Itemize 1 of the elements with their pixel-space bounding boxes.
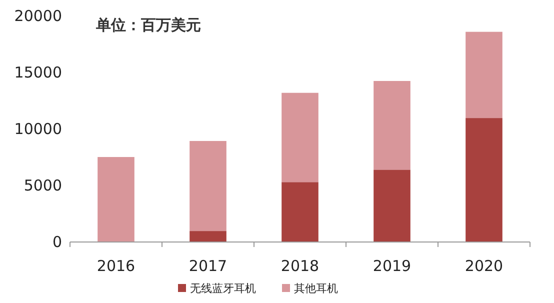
annotation: 单位：百万美元 bbox=[96, 16, 201, 34]
